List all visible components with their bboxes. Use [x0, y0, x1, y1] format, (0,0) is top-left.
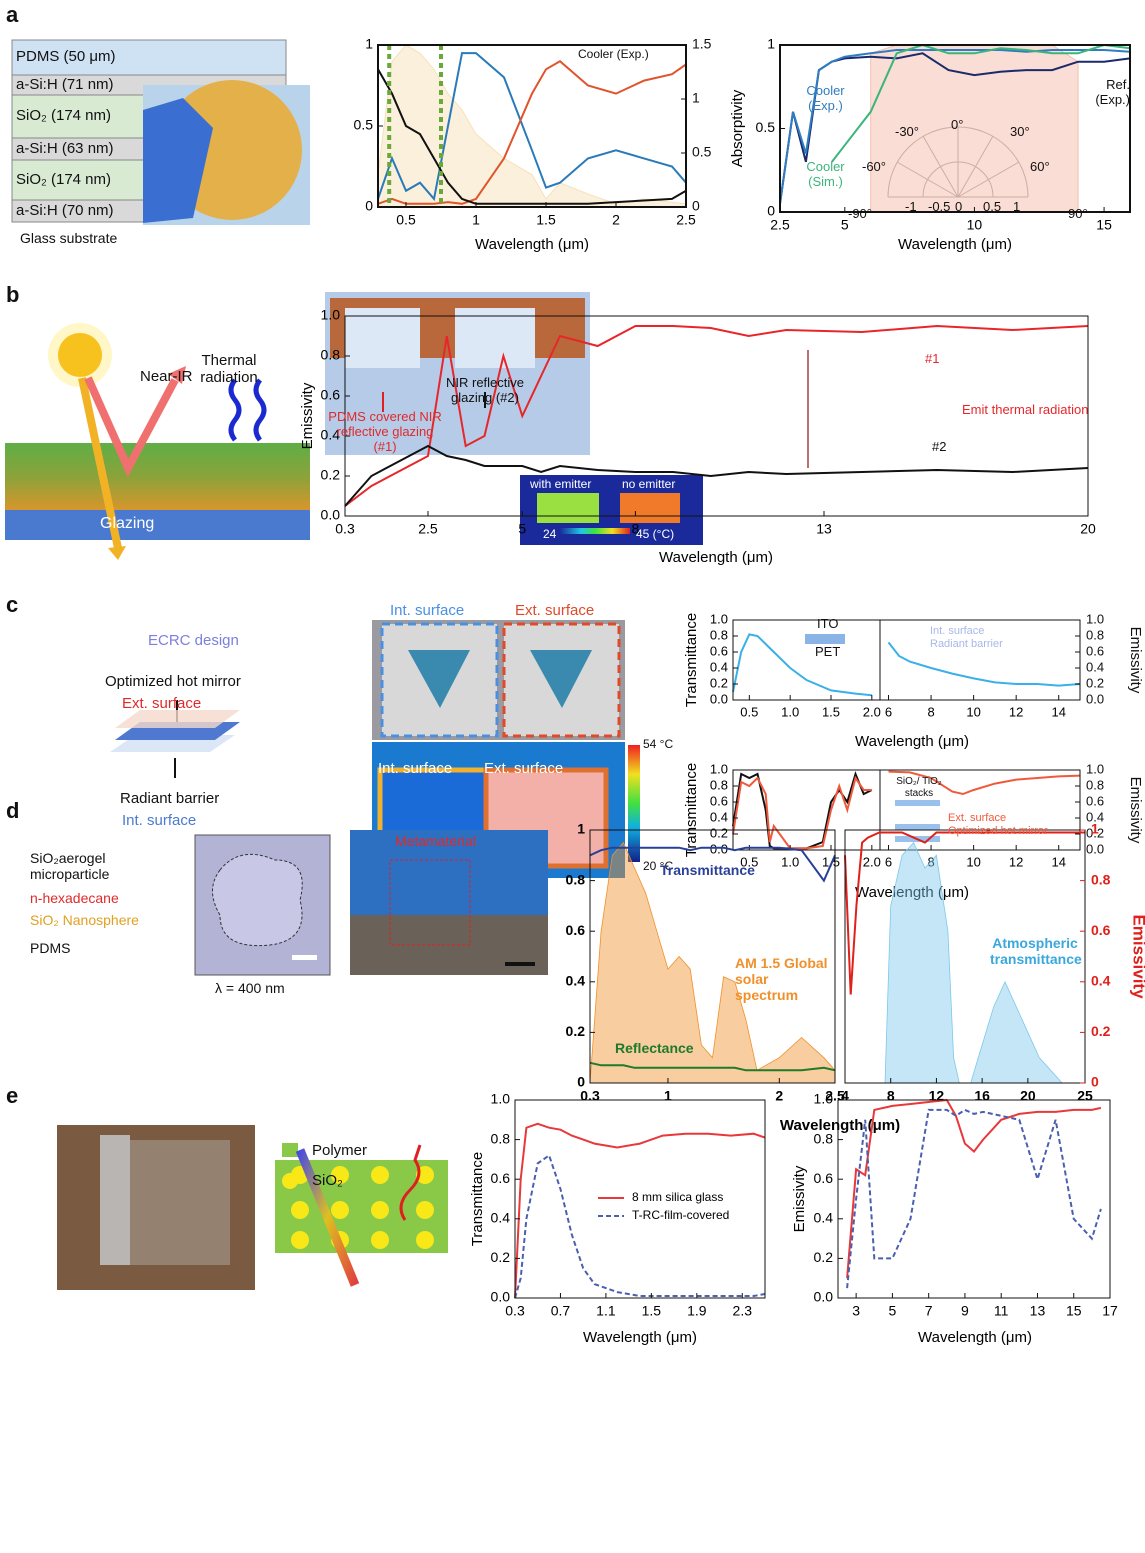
layer-label: a-Si:H (70 nm): [16, 202, 114, 219]
polar-angle: -30°: [895, 125, 919, 140]
metamaterial: Metamaterial: [395, 833, 476, 849]
substrate-label: Glass substrate: [20, 230, 117, 246]
near-ir: Near-IR: [140, 368, 193, 385]
nanosphere: SiO₂ Nanosphere: [30, 912, 139, 928]
polar-radius: 1: [1013, 200, 1020, 215]
polar-angle: -60°: [862, 160, 886, 175]
scale-max: 54 °C: [643, 738, 673, 752]
layer-label: SiO₂ (174 nm): [16, 171, 111, 188]
layer-label: a-Si:H (71 nm): [16, 76, 114, 93]
thermal-ext: Ext. surface: [484, 760, 563, 777]
annotation: SiO₂/ TiO₂ stacks: [893, 776, 945, 799]
annotation: Int. surface Radiant barrier: [930, 625, 1010, 650]
photo-1: PDMS covered NIR reflective glazing (#1): [325, 410, 445, 455]
no-emitter: no emitter: [622, 478, 675, 492]
design: ECRC design: [148, 632, 239, 649]
panel-label: e: [6, 1083, 18, 1108]
polar-radius: 0.5: [983, 200, 1001, 215]
polar-angle: 90°: [1068, 207, 1088, 222]
glazing: Glazing: [100, 515, 154, 533]
thermal: Thermal radiation: [194, 352, 264, 387]
polar-angle: 30°: [1010, 125, 1030, 140]
series-label: Ref. (Exp.): [1085, 78, 1130, 108]
panel-label: d: [6, 798, 19, 823]
polar-radius: -1: [905, 200, 917, 215]
text-overlay: a b c d e PDMS (50 μm) a-Si:H (71 nm) SiO₂ (174…: [0, 0, 1145, 1553]
scale-max: 45 (°C): [636, 528, 674, 542]
sio2: SiO₂: [312, 1172, 343, 1189]
panel-label: c: [6, 592, 18, 617]
polar-radius: -0.5: [928, 200, 950, 215]
with-emitter: with emitter: [530, 478, 591, 492]
polar-angle: 60°: [1030, 160, 1050, 175]
series-label: #2: [932, 440, 946, 455]
layer-label: SiO₂ (174 nm): [16, 107, 111, 124]
polar-angle: 0°: [951, 118, 963, 133]
annotation: ITO: [817, 617, 838, 632]
thermal-int: Int. surface: [378, 760, 452, 777]
series-label: Atmospheric transmittance: [990, 935, 1080, 967]
annotation: Ext. surface Optimized hot mirror: [948, 812, 1048, 837]
figure-page: 0.511.522.500.5100.511.5Wavelength (μm)2…: [0, 0, 1145, 1553]
aerogel: SiO₂aerogel microparticle: [30, 850, 140, 882]
series-label: Reflectance: [615, 1040, 694, 1056]
annotation: PET: [815, 645, 840, 660]
series-label: Cooler (Exp.): [798, 84, 853, 114]
series-label: Transmittance: [660, 862, 755, 878]
photo-ext: Ext. surface: [515, 602, 594, 619]
radiant: Radiant barrier: [120, 790, 219, 807]
hot-mirror: Optimized hot mirror: [105, 673, 241, 690]
layer-label: a-Si:H (63 nm): [16, 140, 114, 157]
layer-label: PDMS (50 μm): [16, 48, 116, 65]
lambda: λ = 400 nm: [215, 980, 285, 996]
series-label: Cooler (Sim.): [798, 160, 853, 190]
scale-min: 24: [543, 528, 556, 542]
panel-label: b: [6, 282, 19, 307]
series-label: AM 1.5 Global solar spectrum: [735, 955, 835, 1003]
pdms: PDMS: [30, 940, 70, 956]
annotation: Cooler (Exp.): [578, 48, 649, 62]
ext: Ext. surface: [122, 695, 201, 712]
int: Int. surface: [122, 812, 196, 829]
polymer: Polymer: [312, 1142, 367, 1159]
annotation: Emit thermal radiation: [962, 403, 1088, 418]
polar-radius: 0: [955, 200, 962, 215]
photo-2: NIR reflective glazing (#2): [430, 376, 540, 406]
series-label: #1: [925, 352, 939, 367]
polar-angle: -90°: [848, 207, 872, 222]
hexadecane: n-hexadecane: [30, 890, 119, 906]
panel-label: a: [6, 2, 18, 27]
photo-int: Int. surface: [390, 602, 464, 619]
